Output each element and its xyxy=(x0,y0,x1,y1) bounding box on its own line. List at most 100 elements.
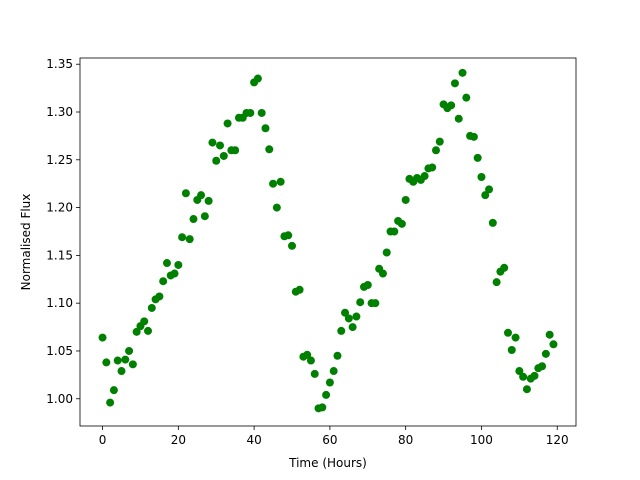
point xyxy=(219,151,228,160)
y-axis-label: Normalised Flux xyxy=(19,194,33,291)
point xyxy=(106,398,115,407)
point xyxy=(223,119,232,128)
point xyxy=(507,346,516,355)
point xyxy=(162,259,171,268)
point xyxy=(125,346,134,355)
point xyxy=(303,350,312,359)
x-tick-label: 40 xyxy=(246,433,261,447)
point xyxy=(431,146,440,155)
point xyxy=(371,299,380,308)
point xyxy=(284,231,293,240)
point xyxy=(458,68,467,77)
x-tick-label: 120 xyxy=(546,433,569,447)
point xyxy=(420,172,429,181)
point xyxy=(159,277,168,286)
point xyxy=(257,108,266,117)
point xyxy=(428,163,437,172)
point xyxy=(121,355,130,364)
y-tick-label: 1.05 xyxy=(46,344,73,358)
x-tick-label: 80 xyxy=(398,433,413,447)
point xyxy=(212,156,221,165)
point xyxy=(170,269,179,278)
point xyxy=(522,385,531,394)
x-tick-label: 60 xyxy=(322,433,337,447)
point xyxy=(181,189,190,198)
point xyxy=(185,235,194,244)
point xyxy=(348,323,357,332)
point xyxy=(306,356,315,365)
point xyxy=(538,362,547,371)
point xyxy=(132,327,141,336)
y-tick-label: 1.00 xyxy=(46,392,73,406)
point xyxy=(477,173,486,182)
point xyxy=(363,281,372,290)
point xyxy=(128,360,137,369)
point xyxy=(344,314,353,323)
point xyxy=(102,358,111,367)
point xyxy=(352,312,361,321)
point xyxy=(322,390,331,399)
y-tick-label: 1.10 xyxy=(46,296,73,310)
y-tick-label: 1.25 xyxy=(46,153,73,167)
point xyxy=(216,141,225,150)
point xyxy=(341,308,350,317)
point xyxy=(515,367,524,376)
point xyxy=(397,219,406,228)
point xyxy=(197,191,206,200)
point xyxy=(140,317,149,326)
point xyxy=(382,248,391,257)
x-tick-label: 20 xyxy=(171,433,186,447)
point xyxy=(246,108,255,117)
point xyxy=(333,351,342,360)
point xyxy=(295,285,304,294)
point xyxy=(435,137,444,146)
point xyxy=(454,114,463,123)
point xyxy=(98,333,107,342)
point xyxy=(265,145,274,154)
point xyxy=(174,260,183,269)
point xyxy=(541,349,550,358)
x-tick-label: 100 xyxy=(470,433,493,447)
y-tick-label: 1.30 xyxy=(46,105,73,119)
point xyxy=(356,298,365,307)
point xyxy=(325,378,334,387)
point xyxy=(469,132,478,141)
point xyxy=(147,303,156,312)
point xyxy=(261,124,270,133)
point xyxy=(500,263,509,272)
point xyxy=(272,203,281,212)
point xyxy=(481,191,490,200)
point xyxy=(208,138,217,147)
point xyxy=(189,215,198,224)
point xyxy=(329,367,338,376)
point xyxy=(204,196,213,205)
point xyxy=(318,403,327,412)
point xyxy=(269,179,278,188)
y-tick-label: 1.15 xyxy=(46,248,73,262)
point xyxy=(401,195,410,204)
point xyxy=(178,233,187,242)
point xyxy=(530,371,539,380)
point xyxy=(310,369,319,378)
point xyxy=(549,340,558,349)
point xyxy=(253,74,262,83)
point xyxy=(378,269,387,278)
point xyxy=(113,356,122,365)
point xyxy=(447,101,456,110)
point xyxy=(200,212,209,221)
point xyxy=(231,146,240,155)
point xyxy=(144,326,153,335)
point xyxy=(117,367,126,376)
point xyxy=(288,241,297,250)
point xyxy=(473,153,482,162)
point xyxy=(485,185,494,194)
point xyxy=(545,330,554,339)
point xyxy=(155,292,164,301)
point xyxy=(511,333,520,342)
x-axis-label: Time (Hours) xyxy=(288,456,367,470)
y-tick-label: 1.20 xyxy=(46,201,73,215)
point xyxy=(519,372,528,381)
